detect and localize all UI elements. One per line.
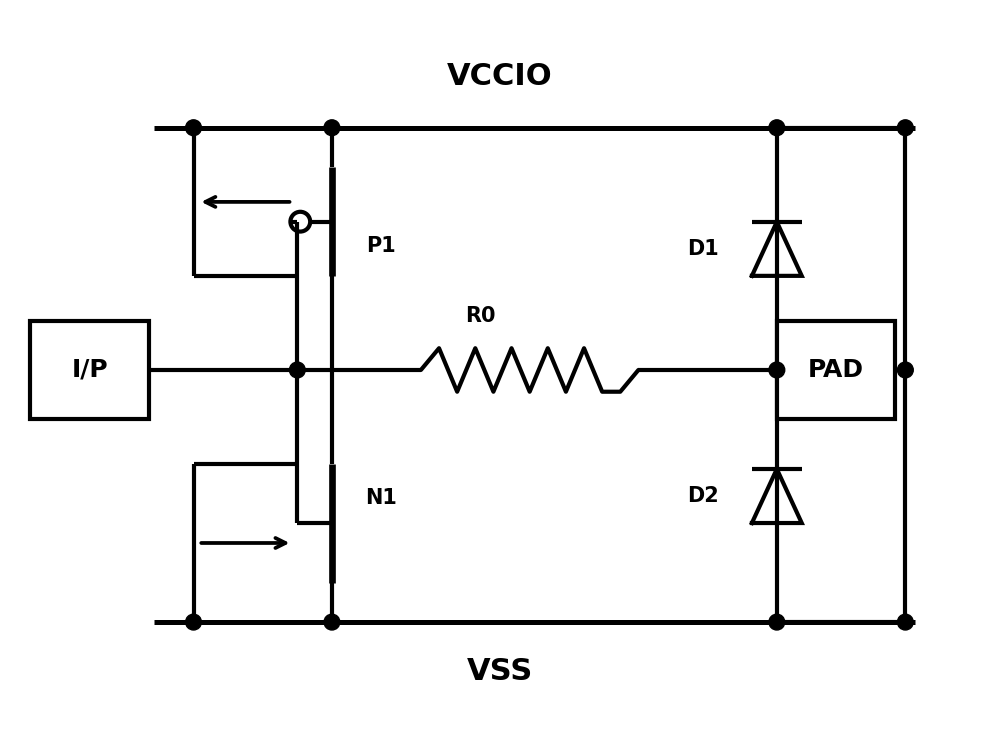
Text: VCCIO: VCCIO bbox=[447, 62, 553, 91]
Circle shape bbox=[186, 614, 201, 630]
Text: PAD: PAD bbox=[808, 358, 864, 382]
Text: P1: P1 bbox=[366, 237, 396, 257]
Bar bbox=[30, 320, 149, 420]
Circle shape bbox=[769, 362, 785, 378]
Circle shape bbox=[897, 614, 913, 630]
Circle shape bbox=[186, 120, 201, 136]
Circle shape bbox=[897, 362, 913, 378]
Circle shape bbox=[769, 614, 785, 630]
Text: R0: R0 bbox=[465, 306, 495, 326]
Text: D1: D1 bbox=[687, 239, 719, 259]
Circle shape bbox=[769, 120, 785, 136]
Text: VSS: VSS bbox=[467, 657, 533, 686]
Circle shape bbox=[324, 614, 340, 630]
Text: I/P: I/P bbox=[71, 358, 108, 382]
Bar bbox=[777, 320, 895, 420]
Text: N1: N1 bbox=[365, 489, 397, 509]
Circle shape bbox=[897, 120, 913, 136]
Circle shape bbox=[324, 120, 340, 136]
Circle shape bbox=[289, 362, 305, 378]
Text: D2: D2 bbox=[687, 486, 719, 506]
